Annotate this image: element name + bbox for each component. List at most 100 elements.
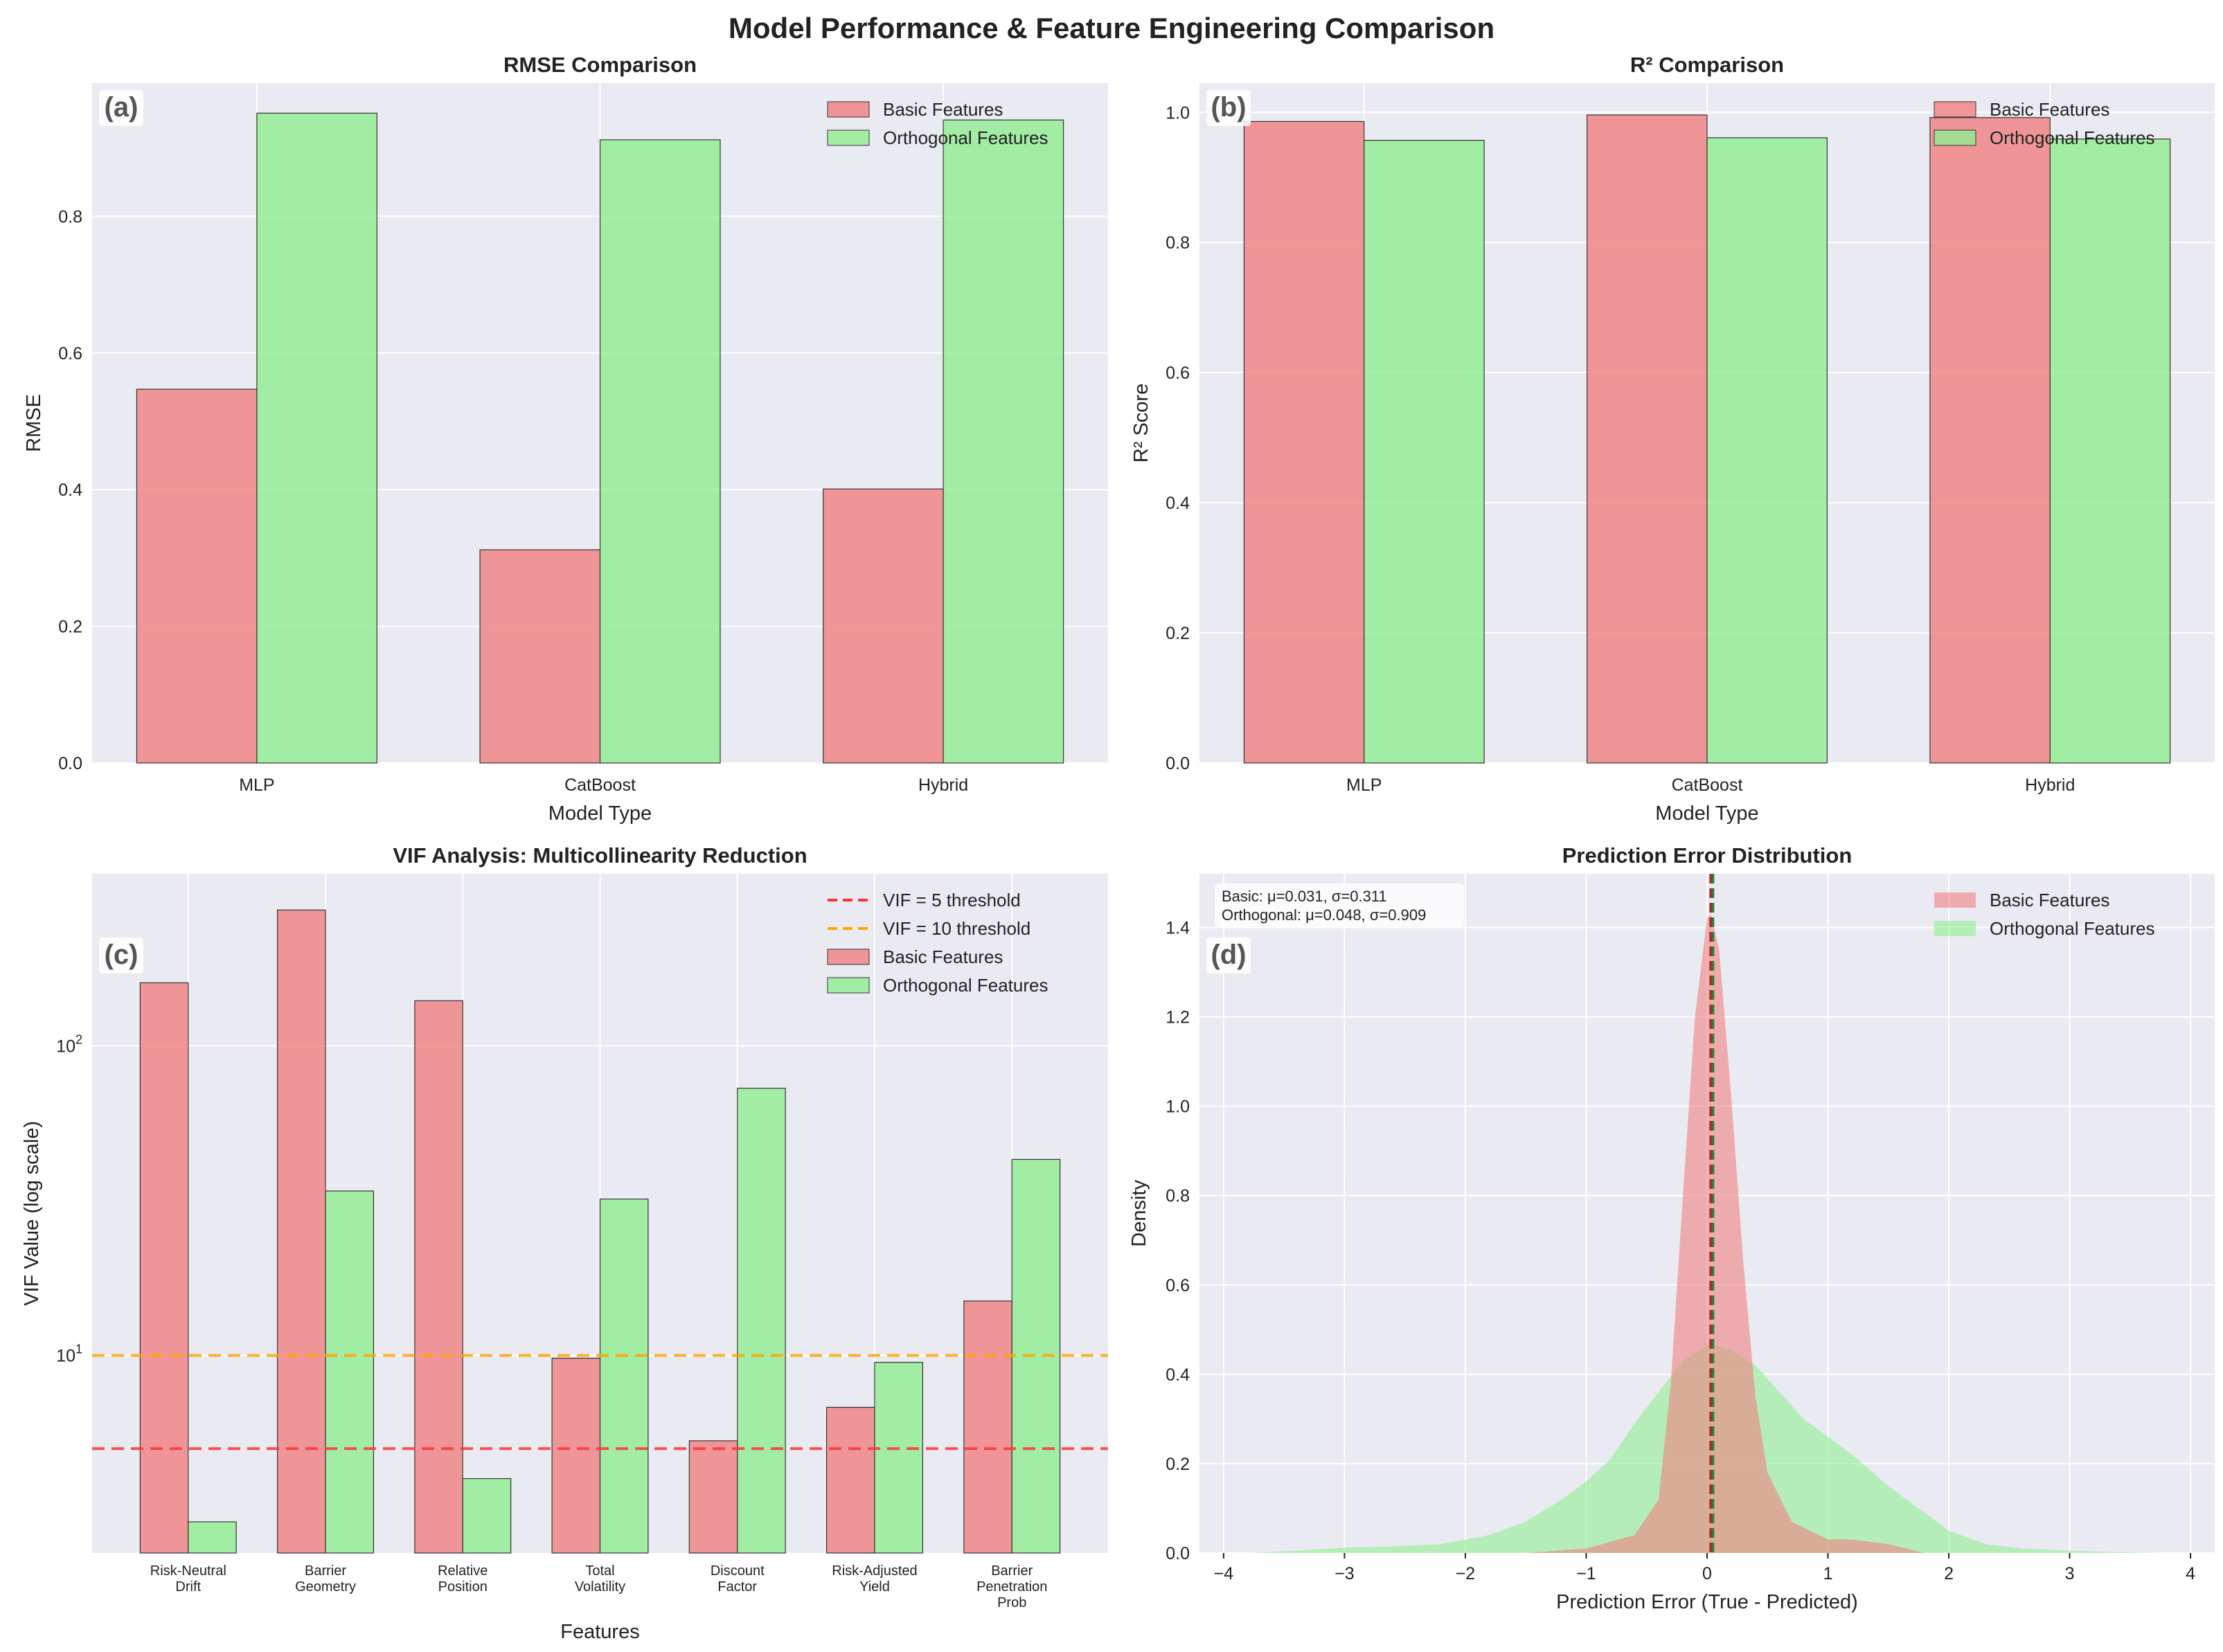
y-tick-label: 0.2 bbox=[1166, 1455, 1190, 1474]
tick-exponent: 1 bbox=[75, 1343, 82, 1356]
x-tick-label: −4 bbox=[1214, 1564, 1234, 1583]
y-tick-label: 0.0 bbox=[58, 754, 82, 773]
bar-basic bbox=[826, 1406, 875, 1554]
x-tick-label: 1 bbox=[1823, 1564, 1833, 1583]
y-tick-label: 1.0 bbox=[1166, 1097, 1190, 1117]
bar-basic bbox=[1587, 114, 1708, 764]
y-axis-label: RMSE bbox=[23, 394, 45, 452]
panel-label-a: (a) bbox=[99, 90, 143, 126]
panel-label-box bbox=[1206, 90, 1251, 126]
bar-orthogonal bbox=[599, 1198, 649, 1554]
legend: Basic Features Orthogonal Features bbox=[1934, 99, 2154, 148]
y-axis-label: VIF Value (log scale) bbox=[21, 1121, 43, 1306]
x-tick-label: Yield bbox=[859, 1579, 890, 1595]
legend-swatch bbox=[827, 949, 870, 965]
x-tick-label: Barrier bbox=[991, 1563, 1033, 1579]
bar-orthogonal bbox=[943, 119, 1064, 764]
bar-basic bbox=[479, 549, 601, 764]
panel-label-text: (b) bbox=[1211, 92, 1246, 123]
legend-entry: Basic Features bbox=[883, 946, 1003, 967]
legend-swatch bbox=[827, 101, 870, 118]
panel-title-a: RMSE Comparison bbox=[503, 53, 697, 77]
x-tick-label: CatBoost bbox=[564, 775, 636, 795]
x-tick-label: Risk-Adjusted bbox=[832, 1563, 917, 1579]
y-tick-label: 0.8 bbox=[58, 207, 82, 226]
bar-basic bbox=[414, 1000, 463, 1554]
panel-label-d: (d) bbox=[1206, 937, 1251, 973]
x-tick-label: Volatility bbox=[575, 1579, 625, 1595]
y-tick-label: 0.8 bbox=[1166, 233, 1190, 253]
x-tick-label: 3 bbox=[2065, 1564, 2075, 1583]
bar-orthogonal bbox=[1364, 140, 1485, 764]
legend-entry: Orthogonal Features bbox=[1990, 918, 2154, 939]
bar-basic bbox=[823, 488, 944, 764]
panel-label-text: (c) bbox=[105, 940, 139, 970]
legend: Basic Features Orthogonal Features bbox=[1934, 890, 2154, 939]
y-tick-label: 0.6 bbox=[1166, 1276, 1190, 1295]
y-axis-label: R² Score bbox=[1130, 384, 1152, 463]
x-tick-label: MLP bbox=[1346, 775, 1382, 795]
x-axis-label: Features bbox=[560, 1621, 639, 1643]
legend-swatch bbox=[1934, 129, 1976, 146]
x-tick-label: −1 bbox=[1576, 1564, 1596, 1583]
x-tick-label: Total bbox=[585, 1563, 614, 1579]
tick-base: 10 bbox=[56, 1347, 75, 1366]
bar-basic bbox=[963, 1300, 1012, 1554]
panel-title-d: Prediction Error Distribution bbox=[1562, 843, 1852, 868]
panel-d: Prediction Error Distribution 0.0 0.2 0.4 0.… bbox=[1128, 843, 2215, 1613]
tick-exponent: 2 bbox=[75, 1033, 82, 1047]
legend-swatch bbox=[1934, 892, 1976, 908]
x-tick-label: Position bbox=[438, 1579, 488, 1595]
bar-basic bbox=[551, 1358, 601, 1554]
x-tick-label: Relative bbox=[438, 1563, 488, 1579]
y-tick-label: 0.2 bbox=[58, 618, 82, 637]
panel-label-c: (c) bbox=[99, 937, 143, 973]
bar-orthogonal bbox=[256, 112, 377, 764]
y-tick-label: 102 bbox=[56, 1033, 82, 1057]
density-area-basic bbox=[1526, 914, 1925, 1553]
panel-label-text: (a) bbox=[105, 92, 139, 123]
legend: Basic Features Orthogonal Features bbox=[827, 99, 1048, 148]
legend-entry: VIF = 5 threshold bbox=[883, 890, 1021, 910]
legend-swatch bbox=[1934, 921, 1976, 936]
x-tick-label: 0 bbox=[1702, 1564, 1712, 1583]
x-tick-label: Factor bbox=[717, 1579, 757, 1595]
y-tick-label: 1.0 bbox=[1166, 103, 1190, 123]
panel-label-box bbox=[99, 937, 143, 973]
legend-swatch bbox=[1934, 101, 1976, 118]
legend-entry: Orthogonal Features bbox=[883, 975, 1048, 996]
bar-basic bbox=[277, 909, 326, 1554]
bar-basic bbox=[136, 388, 258, 764]
panel-label-box bbox=[99, 90, 143, 126]
figure-title: Model Performance & Feature Engineering … bbox=[729, 12, 1494, 44]
x-tick-label: Prob bbox=[997, 1595, 1026, 1610]
x-tick-label: CatBoost bbox=[1672, 775, 1743, 795]
y-tick-label: 101 bbox=[56, 1343, 82, 1366]
y-tick-label: 0.6 bbox=[58, 344, 82, 363]
y-tick-label: 0.4 bbox=[1166, 494, 1190, 513]
panel-label-text: (d) bbox=[1211, 940, 1246, 970]
x-tick-label: Hybrid bbox=[2025, 775, 2075, 795]
bar-basic bbox=[1243, 120, 1365, 764]
tick-base: 10 bbox=[56, 1037, 75, 1057]
x-axis-label: Model Type bbox=[548, 802, 652, 825]
y-tick-label: 1.4 bbox=[1166, 918, 1190, 937]
bar-orthogonal bbox=[188, 1521, 237, 1554]
x-tick-label: −3 bbox=[1334, 1564, 1355, 1583]
panel-a: RMSE Comparison 0.0 0.2 0.4 0.6 0.8 MLP CatBoos… bbox=[23, 53, 1108, 825]
x-axis-label: Model Type bbox=[1655, 802, 1758, 825]
x-tick-label: 2 bbox=[1944, 1564, 1954, 1583]
panel-label-box bbox=[1206, 937, 1251, 973]
legend-entry: Basic Features bbox=[1990, 99, 2109, 120]
x-tick-label: Barrier bbox=[305, 1563, 346, 1579]
bar-orthogonal bbox=[325, 1190, 374, 1554]
y-tick-label: 0.2 bbox=[1166, 624, 1190, 643]
x-tick-label: Risk-Neutral bbox=[150, 1563, 226, 1579]
stats-line: Basic: μ=0.031, σ=0.311 bbox=[1222, 888, 1387, 905]
y-tick-label: 0.6 bbox=[1166, 363, 1190, 383]
x-tick-label: Drift bbox=[175, 1579, 201, 1595]
bar-basic bbox=[139, 982, 189, 1554]
y-tick-label: 0.0 bbox=[1166, 1544, 1190, 1563]
